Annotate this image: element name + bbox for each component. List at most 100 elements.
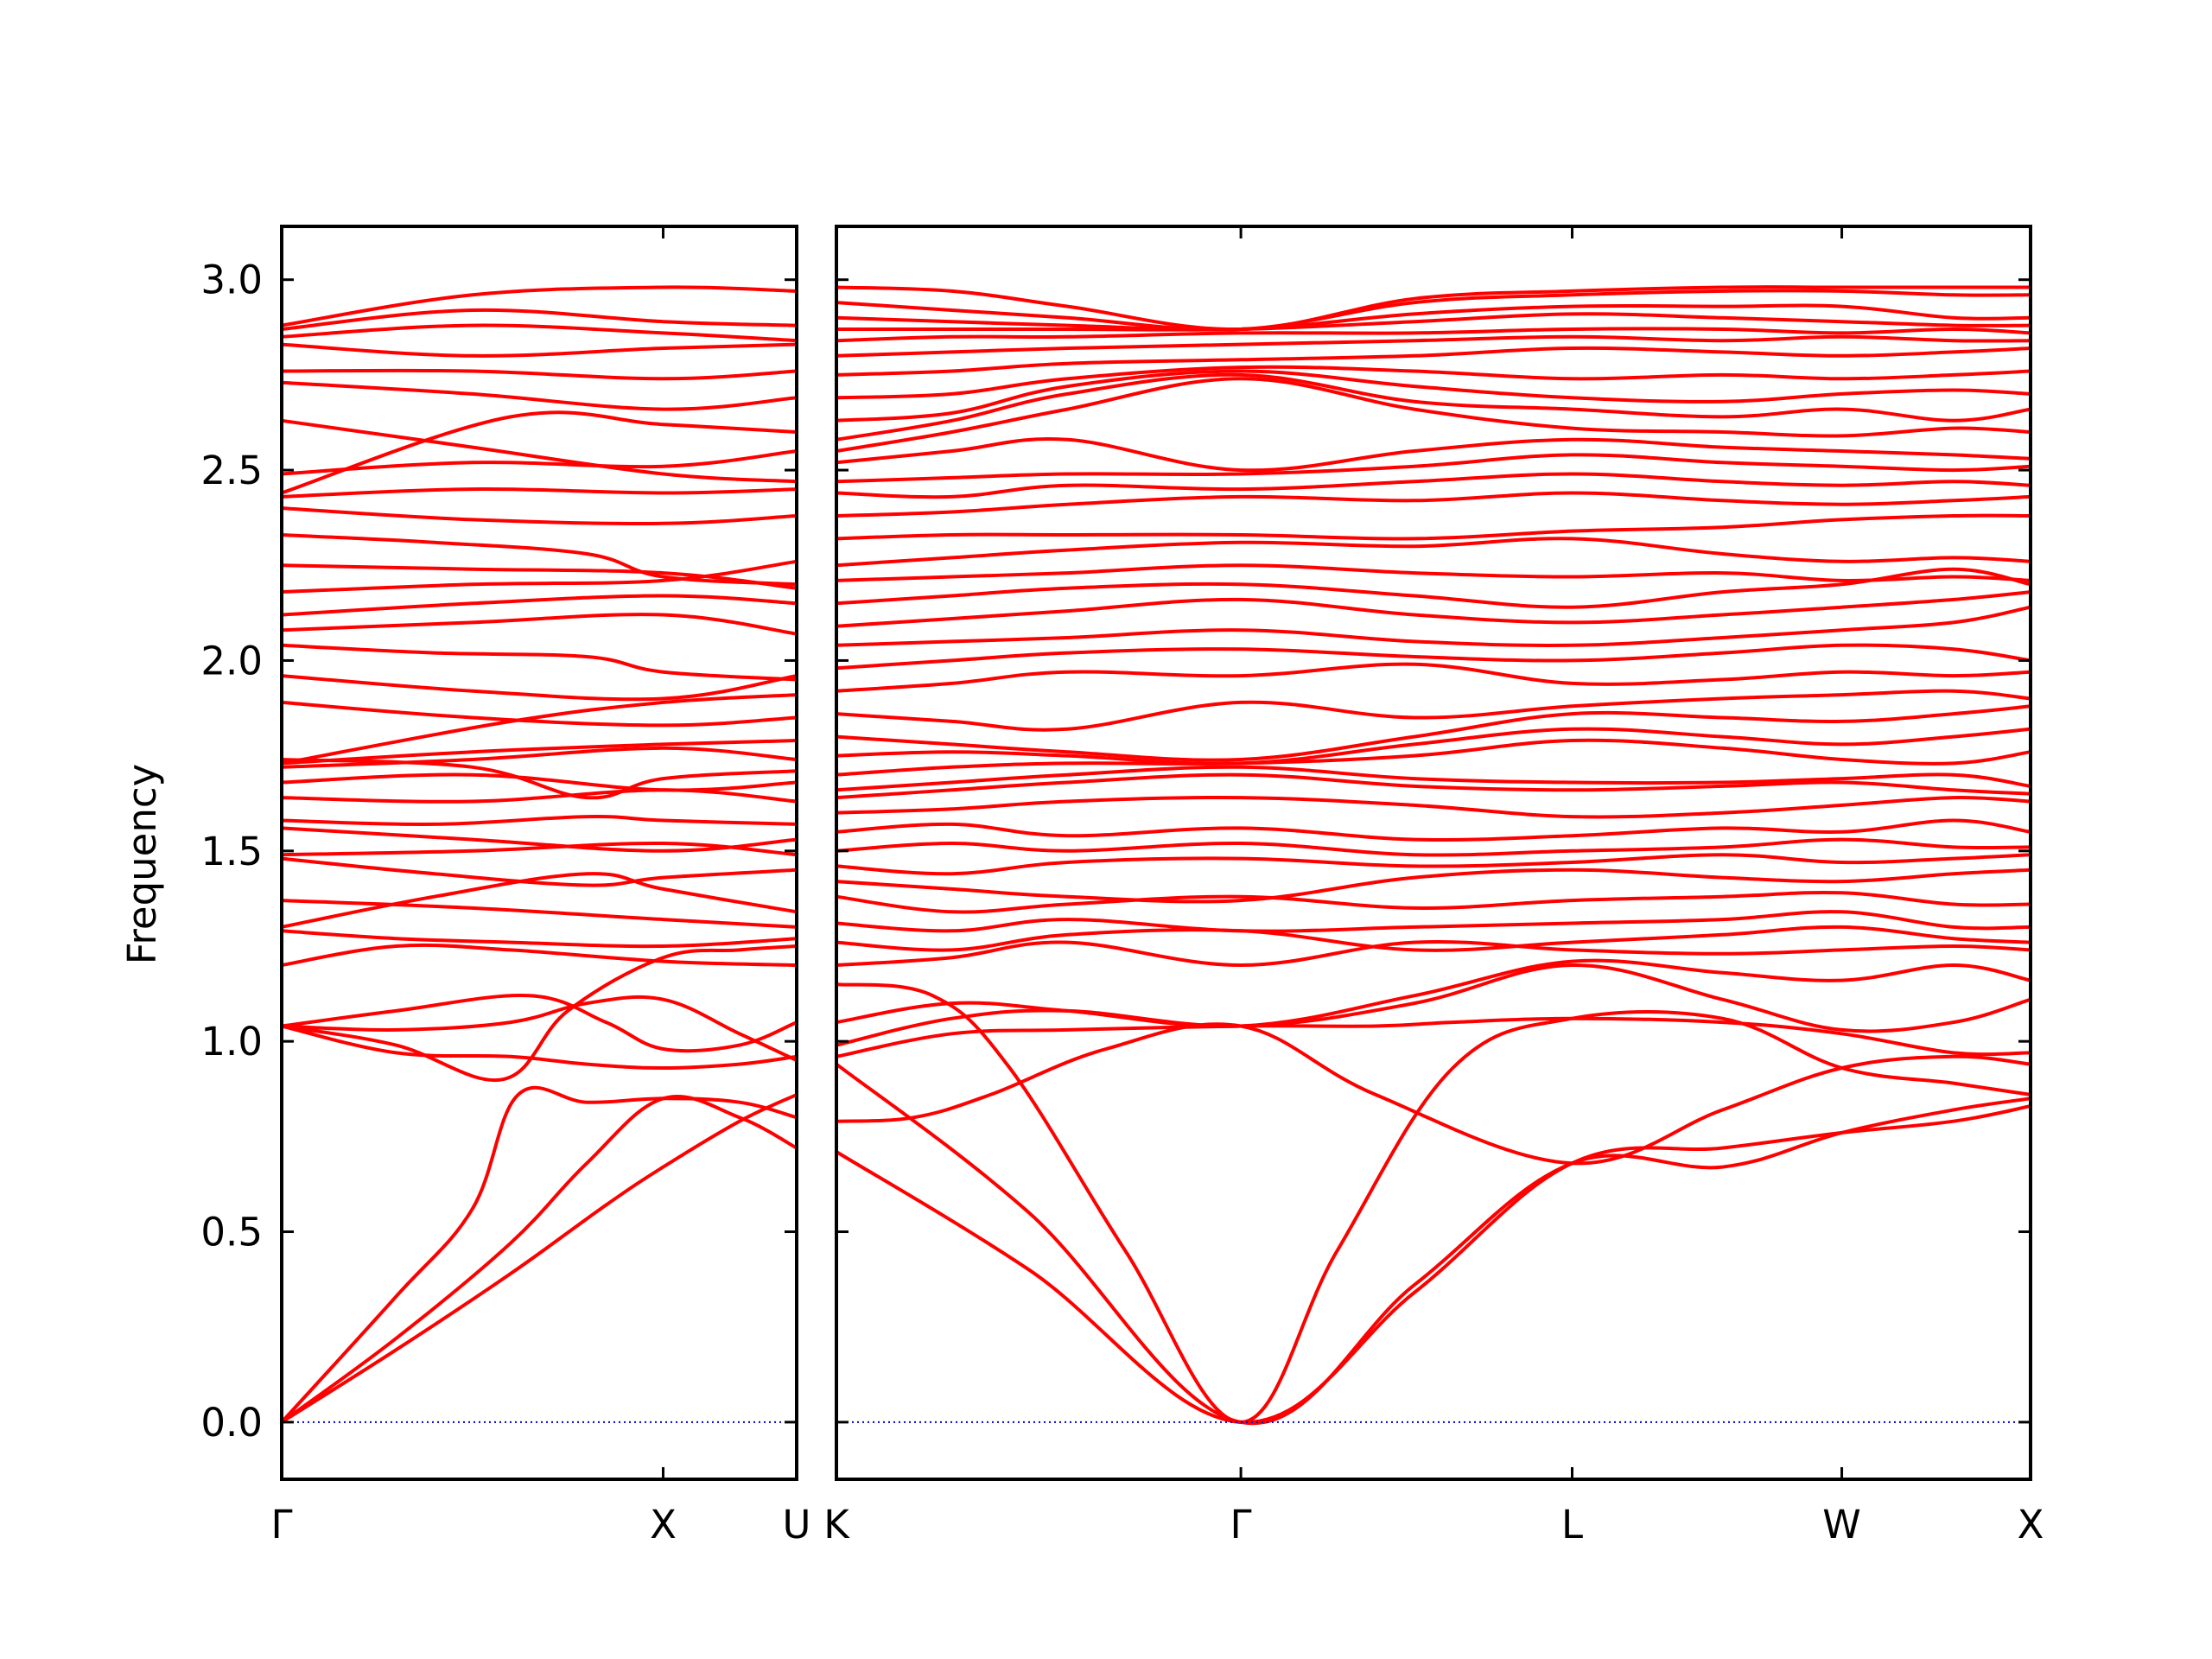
band-left-38	[280, 323, 798, 343]
band-left-40	[280, 285, 798, 327]
band-right-42	[835, 312, 2032, 332]
y-tick-label-4: 2.0	[200, 638, 263, 683]
y-tick-label-0: 0.0	[200, 1400, 263, 1446]
panel-right-bands	[835, 285, 2032, 1426]
band-right-20	[835, 727, 2032, 766]
band-right-26	[835, 590, 2032, 628]
panel-right-frame	[835, 225, 2032, 1481]
band-right-25	[835, 605, 2032, 647]
band-left-10	[280, 872, 798, 929]
band-right-18	[835, 765, 2032, 792]
band-right-30	[835, 513, 2032, 541]
band-left-21	[280, 758, 798, 800]
panel-left-y-ticks	[282, 278, 797, 1424]
band-right-11	[835, 890, 2032, 914]
band-right-4	[835, 1022, 2032, 1166]
kpoint-label-right-0: K	[823, 1502, 850, 1548]
kpoint-label-left-0: Γ	[270, 1502, 292, 1548]
band-right-37	[835, 369, 2032, 423]
band-left-4	[280, 944, 798, 1083]
band-left-2	[280, 1085, 798, 1424]
kpoint-label-right-4: X	[2018, 1502, 2044, 1548]
band-left-9	[280, 929, 798, 949]
kpoint-label-right-2: L	[1561, 1502, 1583, 1548]
band-left-7	[280, 1024, 798, 1070]
band-left-22	[280, 700, 798, 728]
band-left-12	[280, 856, 798, 887]
y-tick-label-1: 0.5	[200, 1210, 263, 1255]
band-right-40	[835, 334, 2032, 358]
band-right-15	[835, 818, 2032, 842]
band-left-26	[280, 594, 798, 617]
band-right-32	[835, 472, 2032, 499]
band-left-32	[280, 410, 798, 495]
band-left-39	[280, 308, 798, 331]
band-right-23	[835, 662, 2032, 693]
band-right-3	[835, 982, 2032, 1424]
band-left-24	[280, 643, 798, 682]
band-left-20	[280, 739, 798, 766]
band-left-33	[280, 449, 798, 476]
band-right-44	[835, 289, 2032, 332]
band-left-15	[280, 814, 798, 826]
band-left-6	[280, 995, 798, 1063]
band-left-3	[280, 1094, 798, 1424]
band-right-33	[835, 453, 2032, 484]
band-left-31	[280, 487, 798, 499]
band-right-8	[835, 939, 2032, 967]
band-left-5	[280, 994, 798, 1053]
band-left-37	[280, 342, 798, 358]
kpoint-label-left-2: U	[783, 1502, 811, 1548]
band-left-30	[280, 506, 798, 525]
y-tick-label-6: 3.0	[200, 257, 263, 303]
band-right-7	[835, 958, 2032, 1028]
y-axis-label: Frequency	[119, 764, 165, 964]
band-left-35	[280, 380, 798, 411]
band-right-41	[835, 327, 2032, 343]
band-left-16	[280, 788, 798, 804]
band-right-34	[835, 437, 2032, 473]
kpoint-label-right-3: W	[1822, 1502, 1861, 1548]
band-right-6	[835, 963, 2032, 1047]
band-right-38	[835, 365, 2032, 400]
band-right-14	[835, 837, 2032, 857]
band-left-23	[280, 674, 798, 702]
panel-left-frame	[280, 225, 798, 1481]
band-right-28	[835, 563, 2032, 582]
band-right-10	[835, 910, 2032, 933]
band-left-25	[280, 613, 798, 636]
band-right-1	[835, 1104, 2032, 1424]
band-left-14	[280, 826, 798, 853]
band-right-39	[835, 346, 2032, 377]
band-right-17	[835, 772, 2032, 800]
band-left-36	[280, 368, 798, 381]
band-left-28	[280, 563, 798, 590]
band-right-35	[835, 377, 2032, 453]
band-left-19	[280, 693, 798, 766]
band-left-11	[280, 899, 798, 929]
band-left-27	[280, 559, 798, 594]
y-tick-label-5: 2.5	[200, 448, 263, 493]
band-right-43	[835, 303, 2032, 332]
band-left-1	[280, 1092, 798, 1424]
band-right-45	[835, 285, 2032, 332]
y-tick-label-2: 1.0	[200, 1019, 263, 1065]
band-right-13	[835, 853, 2032, 876]
band-right-19	[835, 738, 2032, 777]
band-right-5	[835, 1016, 2032, 1058]
band-left-34	[280, 418, 798, 484]
band-right-12	[835, 868, 2032, 904]
band-right-16	[835, 795, 2032, 819]
band-right-31	[835, 491, 2032, 518]
kpoint-label-left-1: X	[650, 1502, 677, 1548]
band-right-22	[835, 689, 2032, 732]
y-tick-label-3: 1.5	[200, 829, 263, 874]
band-right-36	[835, 372, 2032, 442]
panel-left-bands	[280, 285, 798, 1424]
y-tick-labels: 0.0 0.5 1.0 1.5 2.0 2.5 3.0	[200, 257, 263, 1446]
band-left-18	[280, 746, 798, 769]
